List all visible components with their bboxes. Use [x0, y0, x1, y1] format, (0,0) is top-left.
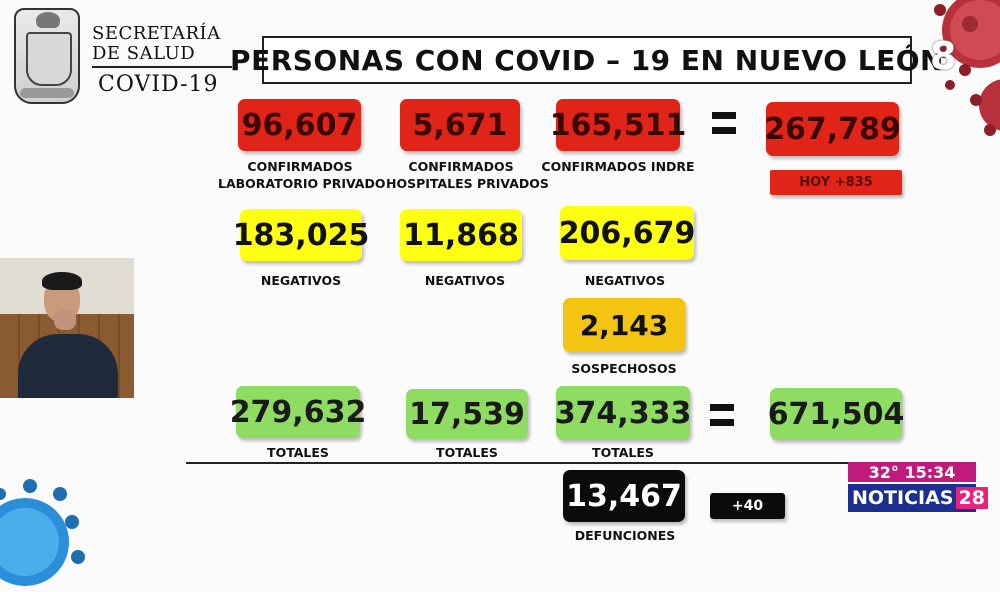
coronavirus-illustration-icon — [0, 479, 85, 586]
equals-sign — [710, 404, 734, 428]
confirmed-hosp-privados-label: CONFIRMADOS HOSPITALES PRIVADOS — [386, 158, 549, 192]
tv-temperature: 32° — [868, 462, 899, 482]
page-title: PERSONAS CON COVID – 19 EN NUEVO LEÓN — [230, 36, 943, 84]
confirmed-lab-privado-value: 96,607 — [238, 99, 361, 151]
negatives-col3-label: NEGATIVOS — [584, 273, 666, 288]
confirmed-indre-label: CONFIRMADOS INDRE — [541, 159, 695, 174]
negatives-col1-label: NEGATIVOS — [260, 273, 342, 288]
state-coat-of-arms-logo — [14, 8, 80, 104]
label-line: CONFIRMADOS — [408, 159, 514, 174]
suspects-label: SOSPECHOSOS — [571, 361, 677, 376]
tv-channel-name: NOTICIAS 28 — [848, 484, 988, 512]
tv-time: 15:34 — [904, 462, 956, 482]
tv-temp-time: 32° 15:34 — [848, 462, 976, 482]
totals-col2-label: TOTALES — [436, 445, 498, 460]
negatives-col2-label: NEGATIVOS — [424, 273, 506, 288]
org-subtitle: COVID-19 — [98, 72, 219, 97]
negatives-col1-value: 183,025 — [233, 209, 369, 261]
org-title-line-1: SECRETARÍA — [92, 23, 221, 44]
totals-col3-label: TOTALES — [592, 445, 654, 460]
deaths-value: 13,467 — [563, 470, 685, 522]
org-title-line-2: DE SALUD — [92, 43, 196, 64]
deaths-label: DEFUNCIONES — [574, 528, 676, 543]
negatives-col2-value: 11,868 — [400, 209, 522, 261]
confirmed-total-value: 267,789 — [764, 102, 901, 156]
tv-channel-text: NOTICIAS — [852, 487, 954, 509]
channel-logo-digit: 8 — [930, 34, 957, 78]
totals-col2-value: 17,539 — [406, 389, 528, 439]
totals-col1-label: TOTALES — [267, 445, 329, 460]
confirmed-lab-privado-label: CONFIRMADOS LABORATORIO PRIVADO — [218, 158, 386, 192]
org-divider — [92, 66, 232, 68]
equals-sign — [712, 112, 736, 136]
confirmed-today-badge: HOY +835 — [770, 170, 902, 195]
label-line: CONFIRMADOS — [247, 159, 353, 174]
org-title: SECRETARÍA DE SALUD — [92, 24, 221, 64]
deaths-today-badge: +40 — [710, 493, 785, 519]
sign-language-interpreter-video — [0, 258, 134, 398]
tv-channel-number: 28 — [955, 487, 988, 509]
totals-col1-value: 279,632 — [230, 386, 366, 438]
section-divider — [186, 462, 966, 464]
label-line: HOSPITALES PRIVADOS — [386, 176, 549, 191]
coronavirus-illustration-icon — [934, 0, 1000, 136]
label-line: LABORATORIO PRIVADO — [218, 176, 386, 191]
confirmed-indre-value: 165,511 — [550, 99, 686, 151]
negatives-col3-value: 206,679 — [559, 206, 695, 260]
totals-grand-value: 671,504 — [768, 388, 904, 440]
tv-channel-bug: 32° 15:34 NOTICIAS 28 — [848, 462, 988, 512]
suspects-value: 2,143 — [563, 298, 685, 352]
confirmed-hosp-privados-value: 5,671 — [400, 99, 520, 151]
totals-col3-value: 374,333 — [555, 386, 691, 440]
